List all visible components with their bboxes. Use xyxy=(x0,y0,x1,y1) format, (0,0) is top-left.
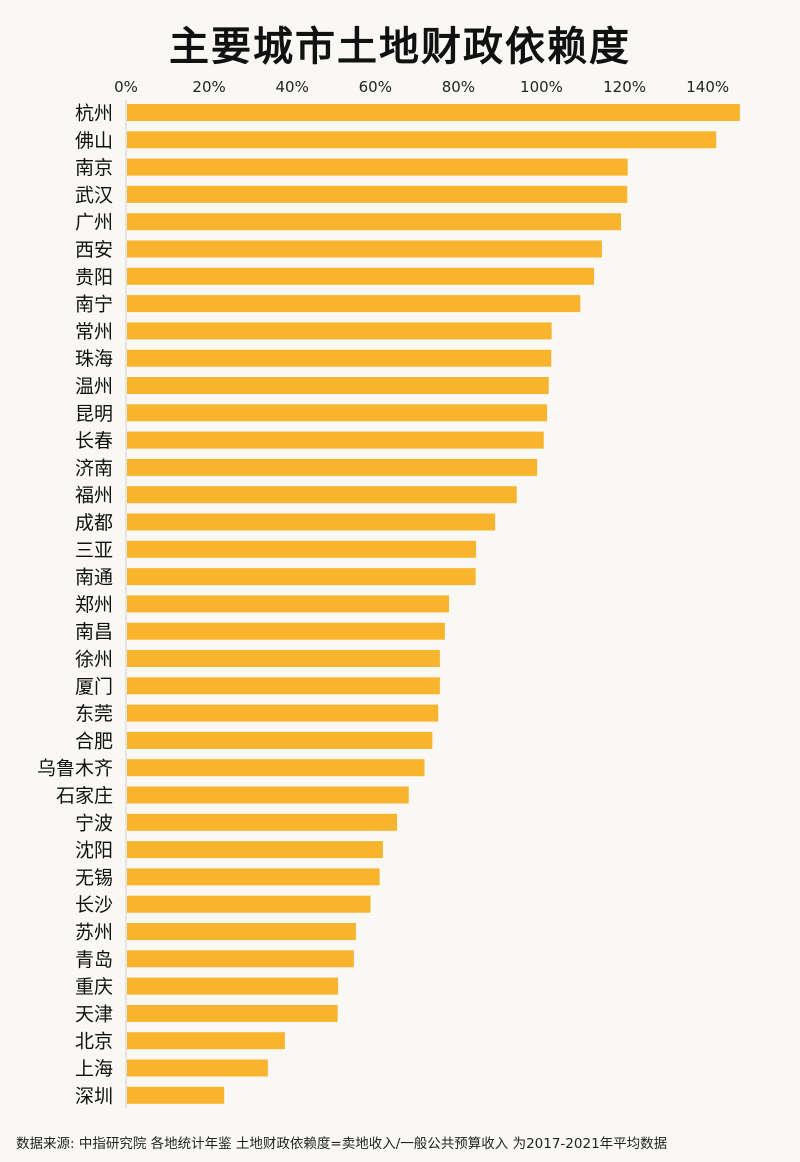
category-label: 深圳 xyxy=(75,1085,113,1107)
category-label: 乌鲁木齐 xyxy=(37,758,113,780)
category-label: 厦门 xyxy=(75,676,113,698)
category-label: 天津 xyxy=(75,1003,113,1025)
x-tick-label: 20% xyxy=(192,78,225,96)
category-label: 西安 xyxy=(75,239,113,261)
bar xyxy=(127,431,544,449)
bar xyxy=(127,595,450,613)
x-tick-label: 0% xyxy=(114,78,138,96)
category-label: 常州 xyxy=(75,321,113,343)
x-tick-label: 40% xyxy=(276,78,309,96)
category-label: 三亚 xyxy=(75,539,113,561)
category-label: 武汉 xyxy=(75,184,113,206)
category-label: 昆明 xyxy=(75,403,113,425)
category-label: 温州 xyxy=(75,376,113,398)
bar xyxy=(127,731,433,749)
x-tick-label: 140% xyxy=(686,78,729,96)
category-label: 南昌 xyxy=(75,621,113,643)
category-label: 徐州 xyxy=(75,649,113,671)
bar xyxy=(127,1059,268,1077)
category-label: 沈阳 xyxy=(75,840,113,862)
category-label: 宁波 xyxy=(75,812,113,834)
bar xyxy=(127,240,602,258)
category-label: 福州 xyxy=(75,485,113,507)
category-label: 贵阳 xyxy=(75,266,113,288)
category-label: 重庆 xyxy=(75,976,113,998)
bar xyxy=(127,267,595,285)
bar xyxy=(127,622,445,640)
source-note: 数据来源: 中指研究院 各地统计年鉴 土地财政依赖度=卖地收入/一般公共预算收入… xyxy=(16,1136,668,1152)
bar xyxy=(127,540,477,558)
category-label: 郑州 xyxy=(75,594,113,616)
bar xyxy=(127,104,740,121)
category-label: 东莞 xyxy=(75,703,113,725)
category-label: 长沙 xyxy=(75,894,113,916)
bar xyxy=(127,486,517,504)
bar xyxy=(127,295,581,313)
bar xyxy=(127,349,552,367)
category-label: 成都 xyxy=(75,512,113,534)
bar xyxy=(127,131,717,149)
category-label: 杭州 xyxy=(75,103,113,125)
x-tick-label: 120% xyxy=(603,78,646,96)
category-label: 无锡 xyxy=(75,867,113,889)
bar xyxy=(127,813,398,831)
category-label: 北京 xyxy=(75,1031,113,1053)
x-tick-label: 100% xyxy=(520,78,563,96)
bar xyxy=(127,677,440,695)
bar xyxy=(127,322,552,340)
bar xyxy=(127,158,628,176)
bar xyxy=(127,650,440,667)
bar xyxy=(127,404,548,422)
category-label: 南宁 xyxy=(75,294,113,316)
bar xyxy=(127,185,628,203)
category-label: 珠海 xyxy=(75,348,113,370)
bar xyxy=(127,213,622,231)
bar xyxy=(127,923,356,940)
bar xyxy=(127,1086,225,1104)
bar xyxy=(127,1004,338,1022)
bar xyxy=(127,977,339,995)
bar xyxy=(127,704,439,722)
x-tick-label: 80% xyxy=(442,78,475,96)
category-label: 合肥 xyxy=(75,730,113,752)
category-label: 石家庄 xyxy=(56,785,113,807)
category-label: 佛山 xyxy=(75,130,113,152)
category-label: 上海 xyxy=(75,1058,113,1080)
chart-title: 主要城市土地财政依赖度 xyxy=(169,24,631,70)
x-tick-label: 60% xyxy=(359,78,392,96)
category-label: 济南 xyxy=(75,457,113,479)
bar xyxy=(127,377,549,394)
category-label: 青岛 xyxy=(75,949,113,971)
bar xyxy=(127,895,371,913)
category-label: 苏州 xyxy=(75,922,113,944)
bar xyxy=(127,568,476,586)
bar xyxy=(127,458,538,476)
bar xyxy=(127,1032,285,1050)
bar xyxy=(127,841,383,859)
bar xyxy=(127,950,354,968)
bar xyxy=(127,759,425,777)
category-label: 南通 xyxy=(75,567,113,589)
bar xyxy=(127,513,496,531)
category-label: 长春 xyxy=(75,430,113,452)
bar xyxy=(127,868,380,886)
bar xyxy=(127,786,409,804)
category-label: 广州 xyxy=(75,212,113,234)
category-label: 南京 xyxy=(75,157,113,179)
